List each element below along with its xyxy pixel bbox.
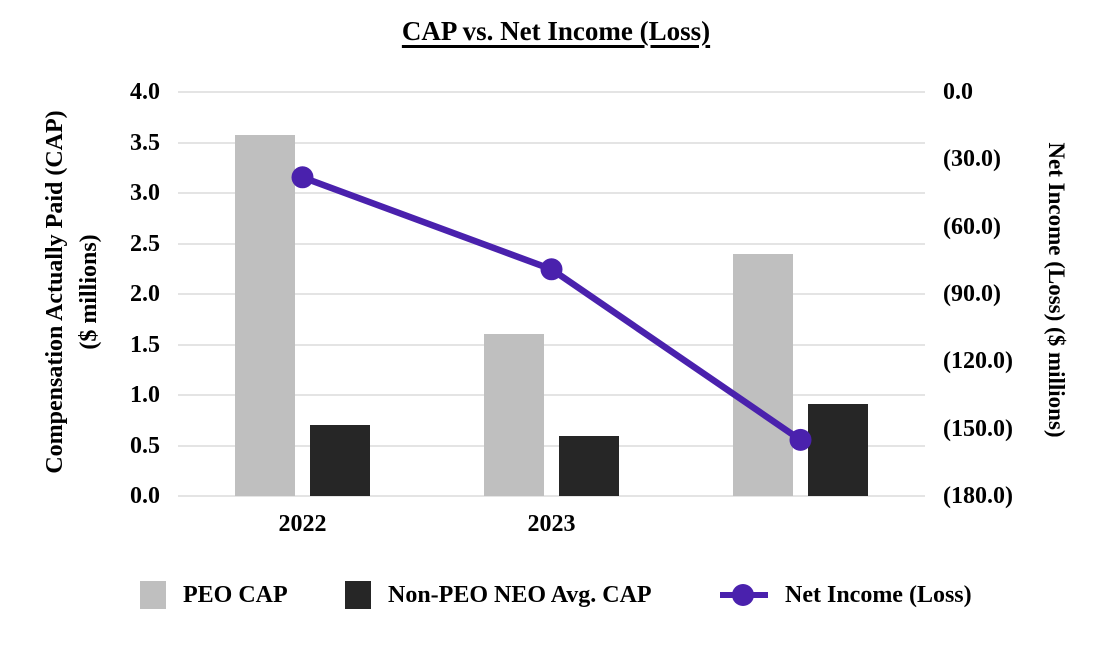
gridline — [178, 242, 925, 245]
legend-label: Non-PEO NEO Avg. CAP — [388, 581, 652, 608]
legend-label: Net Income (Loss) — [785, 581, 972, 608]
plot-area — [178, 91, 925, 497]
left-axis-tick: 0.0 — [130, 483, 160, 509]
line-segment — [301, 174, 803, 443]
right-axis-tick: (30.0) — [943, 146, 1001, 173]
right-axis-tick: (120.0) — [943, 348, 1013, 375]
legend-item-peo-cap: PEO CAP — [140, 577, 288, 613]
left-axis-tick: 2.5 — [130, 230, 160, 257]
line-marker — [540, 258, 563, 281]
left-axis-tick: 3.0 — [130, 180, 160, 206]
gridline — [178, 444, 925, 447]
left-axis-tick: 1.0 — [130, 382, 160, 408]
chart-title: CAP vs. Net Income (Loss) — [401, 16, 711, 46]
gridline — [178, 343, 925, 346]
line-marker — [789, 428, 812, 451]
left-axis-tick: 1.5 — [130, 331, 160, 358]
legend-item-non-peo-neo-avg-cap: Non-PEO NEO Avg. CAP — [345, 577, 652, 613]
x-axis-label: 2022 — [278, 511, 327, 537]
gridline — [178, 394, 925, 396]
bar-non-peo-neo-avg-cap — [310, 425, 370, 496]
left-axis-tick: 3.5 — [130, 129, 160, 156]
right-axis-tick: (90.0) — [943, 281, 1001, 307]
bar-peo-cap — [733, 253, 793, 496]
bar-non-peo-neo-avg-cap — [559, 436, 619, 496]
net-income-line — [291, 166, 812, 451]
gridline — [178, 141, 925, 144]
right-axis-tick: 0.0 — [943, 79, 973, 105]
line-marker — [291, 166, 314, 189]
right-axis-tick: (60.0) — [943, 213, 1001, 240]
legend-label: PEO CAP — [183, 581, 288, 608]
bar-non-peo-neo-avg-cap — [808, 404, 868, 496]
gridline — [178, 192, 925, 194]
gridline — [178, 91, 925, 93]
gridline — [178, 495, 925, 497]
right-axis-tick: (150.0) — [943, 415, 1013, 442]
gridline — [178, 293, 925, 295]
bar-peo-cap — [484, 334, 544, 496]
peo-cap-swatch-icon — [140, 581, 166, 609]
right-axis-tick: (180.0) — [943, 483, 1013, 509]
line-marker-swatch-icon — [720, 577, 768, 613]
left-axis-tick: 0.5 — [130, 432, 160, 459]
non-peo-cap-swatch-icon — [345, 581, 371, 609]
left-axis-tick: 2.0 — [130, 281, 160, 307]
x-axis-label: 2023 — [527, 511, 576, 537]
right-axis-title: Net Income (Loss) ($ millions) — [1044, 142, 1069, 438]
left-axis-tick: 4.0 — [130, 79, 160, 105]
bar-peo-cap — [235, 135, 295, 496]
legend-item-net-income-loss: Net Income (Loss) — [720, 577, 972, 613]
